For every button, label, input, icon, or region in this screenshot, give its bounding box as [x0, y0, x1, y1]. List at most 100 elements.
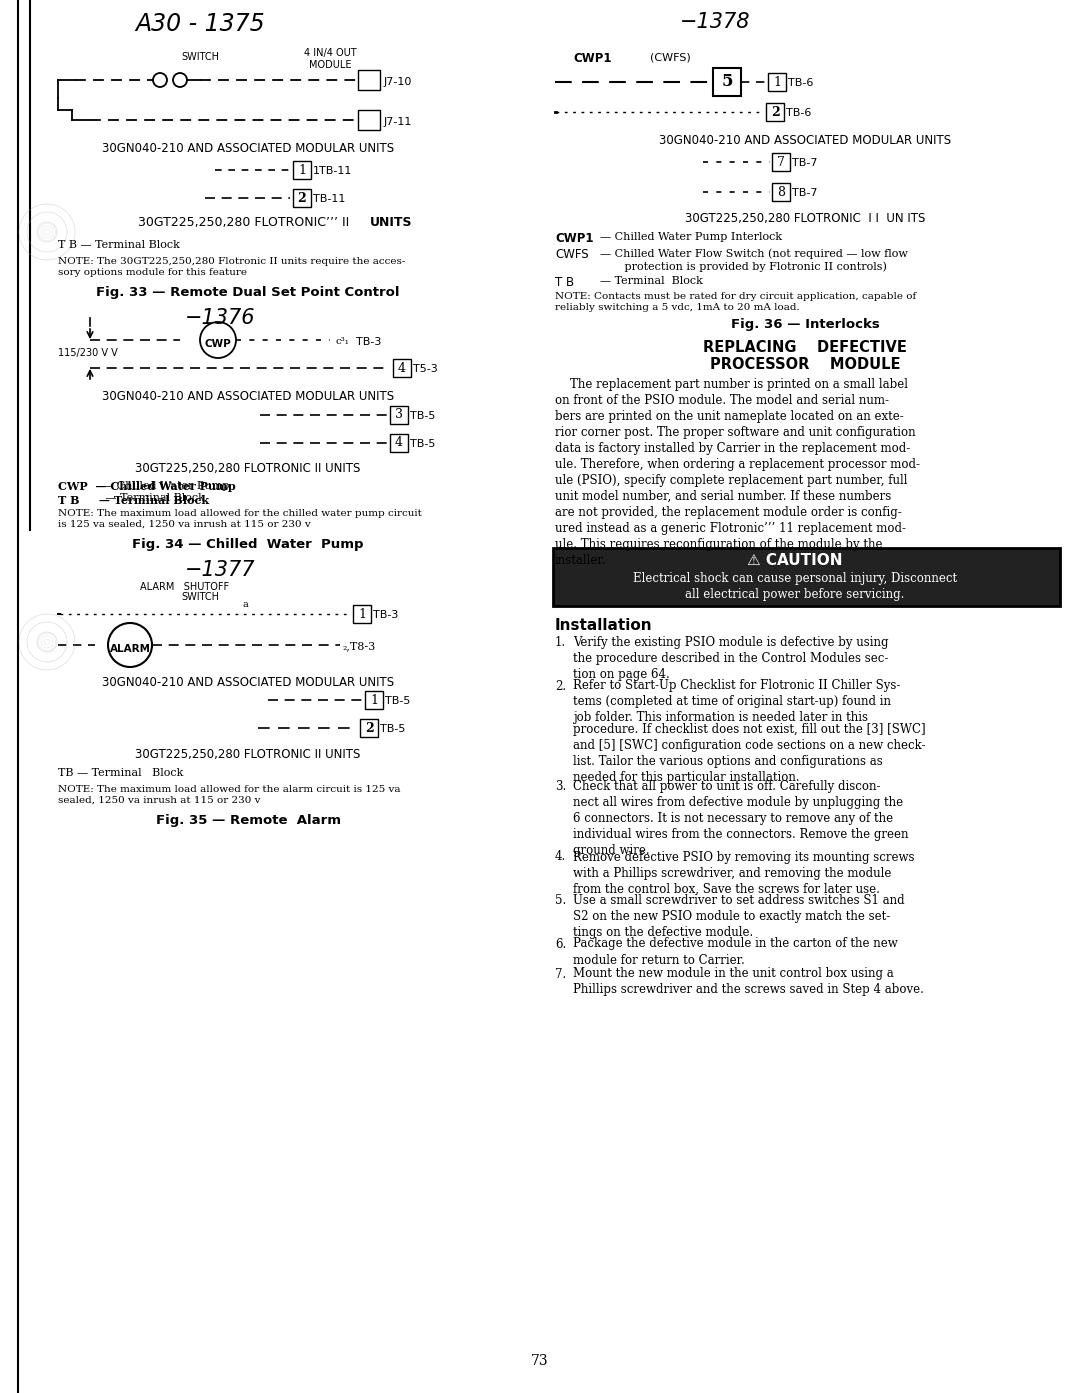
Text: 115/230 V V: 115/230 V V [58, 348, 118, 358]
Text: 2.: 2. [555, 680, 566, 692]
Text: TB-3: TB-3 [373, 610, 399, 620]
Text: NOTE: The 30GT225,250,280 Flotronic II units require the acces-
sory options mod: NOTE: The 30GT225,250,280 Flotronic II u… [58, 256, 405, 277]
Text: TB-7: TB-7 [792, 188, 818, 198]
Text: TB-6: TB-6 [786, 109, 811, 118]
Text: ALARM   SHUTOFF: ALARM SHUTOFF [140, 582, 230, 592]
Text: 7.: 7. [555, 968, 566, 981]
Text: 4: 4 [399, 362, 406, 375]
Text: The replacement part number is printed on a small label
on front of the PSIO mod: The replacement part number is printed o… [555, 378, 920, 567]
Text: (CWFS): (CWFS) [650, 52, 691, 63]
Text: −1376: −1376 [185, 308, 255, 327]
Text: TB-5: TB-5 [410, 439, 435, 449]
Text: 4: 4 [395, 436, 403, 450]
Text: 6.: 6. [555, 937, 566, 950]
Text: 3: 3 [395, 408, 403, 422]
Text: J7-10: J7-10 [384, 77, 413, 86]
Text: SWITCH: SWITCH [181, 592, 219, 602]
Text: TB-5: TB-5 [380, 724, 405, 734]
Text: TB-3: TB-3 [356, 337, 381, 347]
Text: 2: 2 [365, 722, 374, 734]
Text: 5: 5 [721, 74, 732, 91]
Text: 30GT225,250,280 FLOTRONIC  I I  UN ITS: 30GT225,250,280 FLOTRONIC I I UN ITS [685, 212, 926, 226]
Text: Package the defective module in the carton of the new
module for return to Carri: Package the defective module in the cart… [573, 937, 897, 967]
Text: T B: T B [555, 276, 575, 288]
Text: 30GT225,250,280 FLOTRONIC II UNITS: 30GT225,250,280 FLOTRONIC II UNITS [135, 462, 361, 475]
Bar [766, 103, 784, 121]
Text: — Terminal  Block: — Terminal Block [600, 276, 703, 286]
Text: −1378: −1378 [679, 13, 751, 32]
Bar [365, 691, 383, 709]
Text: 1: 1 [298, 163, 306, 177]
Text: — Chilled Water Pump
   — Terminal Block: — Chilled Water Pump — Terminal Block [95, 481, 229, 503]
Text: Fig. 35 — Remote  Alarm: Fig. 35 — Remote Alarm [156, 814, 340, 827]
Text: TB-5: TB-5 [410, 411, 435, 421]
Text: — Chilled Water Flow Switch (not required — low flow
       protection is provid: — Chilled Water Flow Switch (not require… [600, 248, 908, 272]
Bar [360, 719, 378, 737]
Text: 1: 1 [773, 75, 781, 89]
Text: 3.: 3. [555, 780, 566, 793]
Bar [553, 547, 1059, 606]
Text: 1.: 1. [555, 637, 566, 649]
Text: 4.: 4. [555, 851, 566, 864]
Text: 2: 2 [771, 106, 780, 118]
Text: ALARM: ALARM [109, 644, 150, 653]
Text: A30 - 1375: A30 - 1375 [135, 13, 265, 36]
Text: 30GT225,250,280 FLOTRONIC II UNITS: 30GT225,250,280 FLOTRONIC II UNITS [135, 748, 361, 761]
Text: NOTE: Contacts must be rated for dry circuit application, capable of
reliably sw: NOTE: Contacts must be rated for dry cir… [555, 293, 916, 312]
Text: TB-6: TB-6 [788, 78, 813, 88]
Text: 1: 1 [357, 607, 366, 620]
Text: TB-7: TB-7 [792, 157, 818, 169]
Bar [357, 110, 380, 130]
Bar [772, 182, 789, 201]
Bar [772, 153, 789, 171]
Text: Installation: Installation [555, 618, 652, 632]
Text: Refer to Start-Up Checklist for Flotronic II Chiller Sys-
tems (completed at tim: Refer to Start-Up Checklist for Flotroni… [573, 680, 901, 724]
Text: c³₁: c³₁ [335, 337, 349, 347]
Text: 30GN040-210 AND ASSOCIATED MODULAR UNITS: 30GN040-210 AND ASSOCIATED MODULAR UNITS [102, 390, 394, 403]
Text: Check that all power to unit is off. Carefully discon-
nect all wires from defec: Check that all power to unit is off. Car… [573, 780, 908, 857]
Bar [390, 435, 408, 451]
Text: PROCESSOR    MODULE: PROCESSOR MODULE [710, 357, 901, 372]
Text: REPLACING    DEFECTIVE: REPLACING DEFECTIVE [703, 340, 907, 355]
Text: Fig. 34 — Chilled  Water  Pump: Fig. 34 — Chilled Water Pump [132, 538, 364, 552]
Bar [393, 359, 411, 378]
Text: ⚠ CAUTION: ⚠ CAUTION [747, 553, 842, 568]
Text: Fig. 33 — Remote Dual Set Point Control: Fig. 33 — Remote Dual Set Point Control [96, 286, 400, 299]
Text: 1TB-11: 1TB-11 [313, 166, 352, 176]
Bar [390, 405, 408, 423]
Text: — Chilled Water Pump Interlock: — Chilled Water Pump Interlock [600, 233, 782, 242]
Text: CWP: CWP [204, 338, 231, 350]
Text: T B — Terminal Block: T B — Terminal Block [58, 240, 180, 249]
Text: 73: 73 [531, 1354, 549, 1368]
Text: NOTE: The maximum load allowed for the chilled water pump circuit
is 125 va seal: NOTE: The maximum load allowed for the c… [58, 508, 422, 529]
Bar [713, 68, 741, 96]
Text: T5-3: T5-3 [413, 364, 437, 373]
Bar [768, 72, 786, 91]
Text: Remove defective PSIO by removing its mounting screws
with a Phillips screwdrive: Remove defective PSIO by removing its mo… [573, 851, 915, 896]
Text: CWP1: CWP1 [555, 233, 594, 245]
Text: 2: 2 [298, 191, 307, 205]
Text: Electrical shock can cause personal injury, Disconnect
all electrical power befo: Electrical shock can cause personal inju… [633, 573, 957, 600]
Text: Verify the existing PSIO module is defective by using
the procedure described in: Verify the existing PSIO module is defec… [573, 637, 889, 681]
Text: 1: 1 [370, 694, 378, 706]
Text: 30GN040-210 AND ASSOCIATED MODULAR UNITS: 30GN040-210 AND ASSOCIATED MODULAR UNITS [659, 134, 951, 148]
Text: 30GT225,250,280 FLOTRONIC’’’ II: 30GT225,250,280 FLOTRONIC’’’ II [138, 216, 357, 228]
Text: UNITS: UNITS [370, 216, 413, 228]
Text: J7-11: J7-11 [384, 117, 413, 127]
Bar [353, 605, 372, 623]
Text: Fig. 36 — Interlocks: Fig. 36 — Interlocks [731, 318, 879, 332]
Text: ₂,T8-3: ₂,T8-3 [343, 641, 376, 651]
Text: TB-11: TB-11 [313, 194, 346, 203]
Text: CWP1: CWP1 [573, 52, 611, 65]
Text: −1377: −1377 [185, 560, 255, 579]
Text: TB — Terminal   Block: TB — Terminal Block [58, 768, 184, 779]
Text: 7: 7 [778, 156, 785, 169]
Bar [293, 162, 311, 178]
Text: Mount the new module in the unit control box using a
Phillips screwdriver and th: Mount the new module in the unit control… [573, 968, 923, 996]
Text: CWFS: CWFS [555, 248, 589, 260]
Text: procedure. If checklist does not exist, fill out the [3] [SWC]
and [5] [SWC] con: procedure. If checklist does not exist, … [573, 723, 926, 784]
Bar [293, 189, 311, 208]
Text: 5.: 5. [555, 894, 566, 907]
Text: 4 IN/4 OUT
MODULE: 4 IN/4 OUT MODULE [303, 47, 356, 71]
Text: Use a small screwdriver to set address switches S1 and
S2 on the new PSIO module: Use a small screwdriver to set address s… [573, 894, 905, 939]
